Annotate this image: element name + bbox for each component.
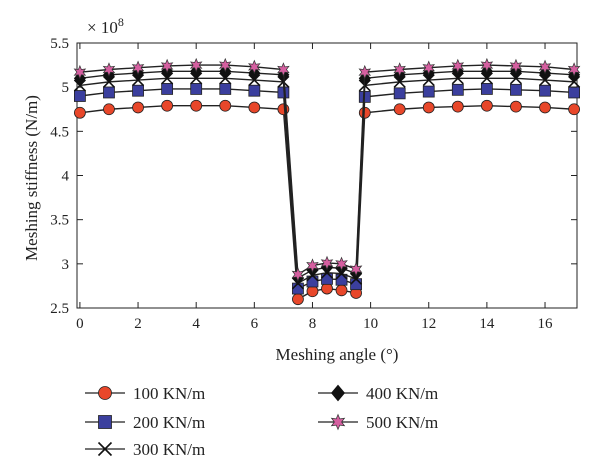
data-point bbox=[568, 86, 580, 99]
x-tick-label: 6 bbox=[251, 316, 259, 332]
series-layer bbox=[73, 57, 581, 306]
data-point bbox=[161, 99, 174, 112]
data-point bbox=[480, 83, 493, 95]
data-point bbox=[539, 101, 551, 114]
data-point bbox=[74, 106, 86, 119]
data-point bbox=[292, 293, 304, 306]
data-point bbox=[74, 90, 86, 102]
exponent-label: × 108 bbox=[87, 15, 124, 37]
legend-item: 500 KN/m bbox=[318, 413, 438, 432]
x-tick-label: 2 bbox=[134, 316, 142, 332]
data-point bbox=[103, 86, 115, 99]
data-point bbox=[320, 255, 334, 271]
data-point bbox=[451, 100, 464, 113]
axes-layer: × 108 Meshing angle (°) Meshing stiffnes… bbox=[22, 15, 577, 364]
data-point bbox=[131, 60, 145, 75]
legend-marker bbox=[98, 386, 112, 400]
x-axis-title: Meshing angle (°) bbox=[276, 345, 399, 364]
data-point bbox=[335, 273, 348, 286]
data-point bbox=[291, 267, 305, 282]
data-point bbox=[393, 87, 406, 100]
data-point bbox=[73, 64, 87, 80]
data-point bbox=[277, 62, 290, 77]
data-point bbox=[349, 261, 363, 277]
data-point bbox=[510, 100, 522, 113]
data-point bbox=[219, 83, 232, 95]
data-point bbox=[451, 58, 465, 74]
y-tick-label: 3 bbox=[62, 257, 70, 273]
data-point bbox=[567, 62, 581, 77]
data-point bbox=[102, 62, 116, 77]
data-point bbox=[306, 258, 319, 273]
data-point bbox=[132, 84, 144, 97]
x-tick-label: 16 bbox=[538, 316, 554, 332]
data-point bbox=[190, 99, 203, 112]
data-point bbox=[335, 284, 348, 297]
legend-item: 100 KN/m bbox=[85, 384, 205, 403]
x-tick-label: 14 bbox=[479, 316, 495, 332]
data-point bbox=[538, 59, 552, 75]
data-point bbox=[568, 103, 580, 116]
legend-item: 200 KN/m bbox=[85, 413, 205, 432]
legend-marker bbox=[98, 415, 112, 429]
x-tick-label: 12 bbox=[421, 316, 436, 332]
y-tick-label: 4.5 bbox=[50, 124, 69, 140]
series-400-kn-m bbox=[73, 64, 581, 286]
data-point bbox=[393, 103, 406, 116]
y-axis-title: Meshing stiffness (N/m) bbox=[22, 95, 41, 261]
data-point bbox=[277, 103, 290, 116]
x-tick-label: 4 bbox=[192, 316, 200, 332]
series-line bbox=[79, 64, 575, 276]
y-tick-label: 2.5 bbox=[50, 301, 69, 317]
y-tick-label: 4 bbox=[62, 169, 70, 185]
data-point bbox=[422, 85, 435, 98]
legend-label: 200 KN/m bbox=[133, 413, 205, 432]
data-point bbox=[393, 62, 406, 77]
data-point bbox=[190, 83, 203, 95]
legend-label: 100 KN/m bbox=[133, 384, 205, 403]
legend-item: 400 KN/m bbox=[318, 384, 438, 403]
data-point bbox=[422, 101, 435, 114]
legend-label: 300 KN/m bbox=[133, 440, 205, 459]
legend-marker bbox=[330, 413, 346, 431]
legend-marker bbox=[330, 384, 346, 402]
data-point bbox=[510, 83, 522, 96]
data-point bbox=[321, 272, 333, 285]
legend-label: 500 KN/m bbox=[366, 413, 438, 432]
data-point bbox=[248, 59, 261, 75]
legend-marker bbox=[97, 441, 113, 457]
y-tick-label: 5.5 bbox=[50, 36, 69, 52]
series-line bbox=[79, 77, 575, 285]
data-point bbox=[451, 83, 464, 96]
data-point bbox=[218, 57, 232, 73]
x-tick-label: 10 bbox=[363, 316, 378, 332]
data-point bbox=[335, 256, 348, 272]
data-point bbox=[539, 84, 551, 97]
y-tick-label: 3.5 bbox=[50, 213, 69, 229]
data-point bbox=[358, 64, 372, 80]
x-tick-label: 0 bbox=[76, 316, 84, 332]
legend-item: 300 KN/m bbox=[85, 440, 205, 459]
data-point bbox=[189, 57, 203, 73]
data-point bbox=[160, 58, 174, 74]
data-point bbox=[248, 101, 261, 114]
data-point bbox=[422, 60, 436, 75]
data-point bbox=[509, 58, 523, 74]
series-line bbox=[79, 70, 575, 280]
legend-label: 400 KN/m bbox=[366, 384, 438, 403]
data-point bbox=[161, 83, 174, 95]
data-point bbox=[480, 57, 494, 73]
data-point bbox=[219, 99, 232, 112]
x-tick-label: 8 bbox=[309, 316, 317, 332]
series-100-kn-m bbox=[74, 99, 580, 306]
data-point bbox=[248, 84, 261, 97]
data-point bbox=[132, 101, 144, 114]
data-point bbox=[103, 103, 115, 116]
data-point bbox=[480, 99, 493, 112]
y-tick-label: 5 bbox=[62, 80, 70, 96]
legend: 100 KN/m 200 KN/m 300 KN/m 400 KN/m 500 KN/m bbox=[85, 384, 438, 459]
series-500-kn-m bbox=[73, 57, 581, 282]
